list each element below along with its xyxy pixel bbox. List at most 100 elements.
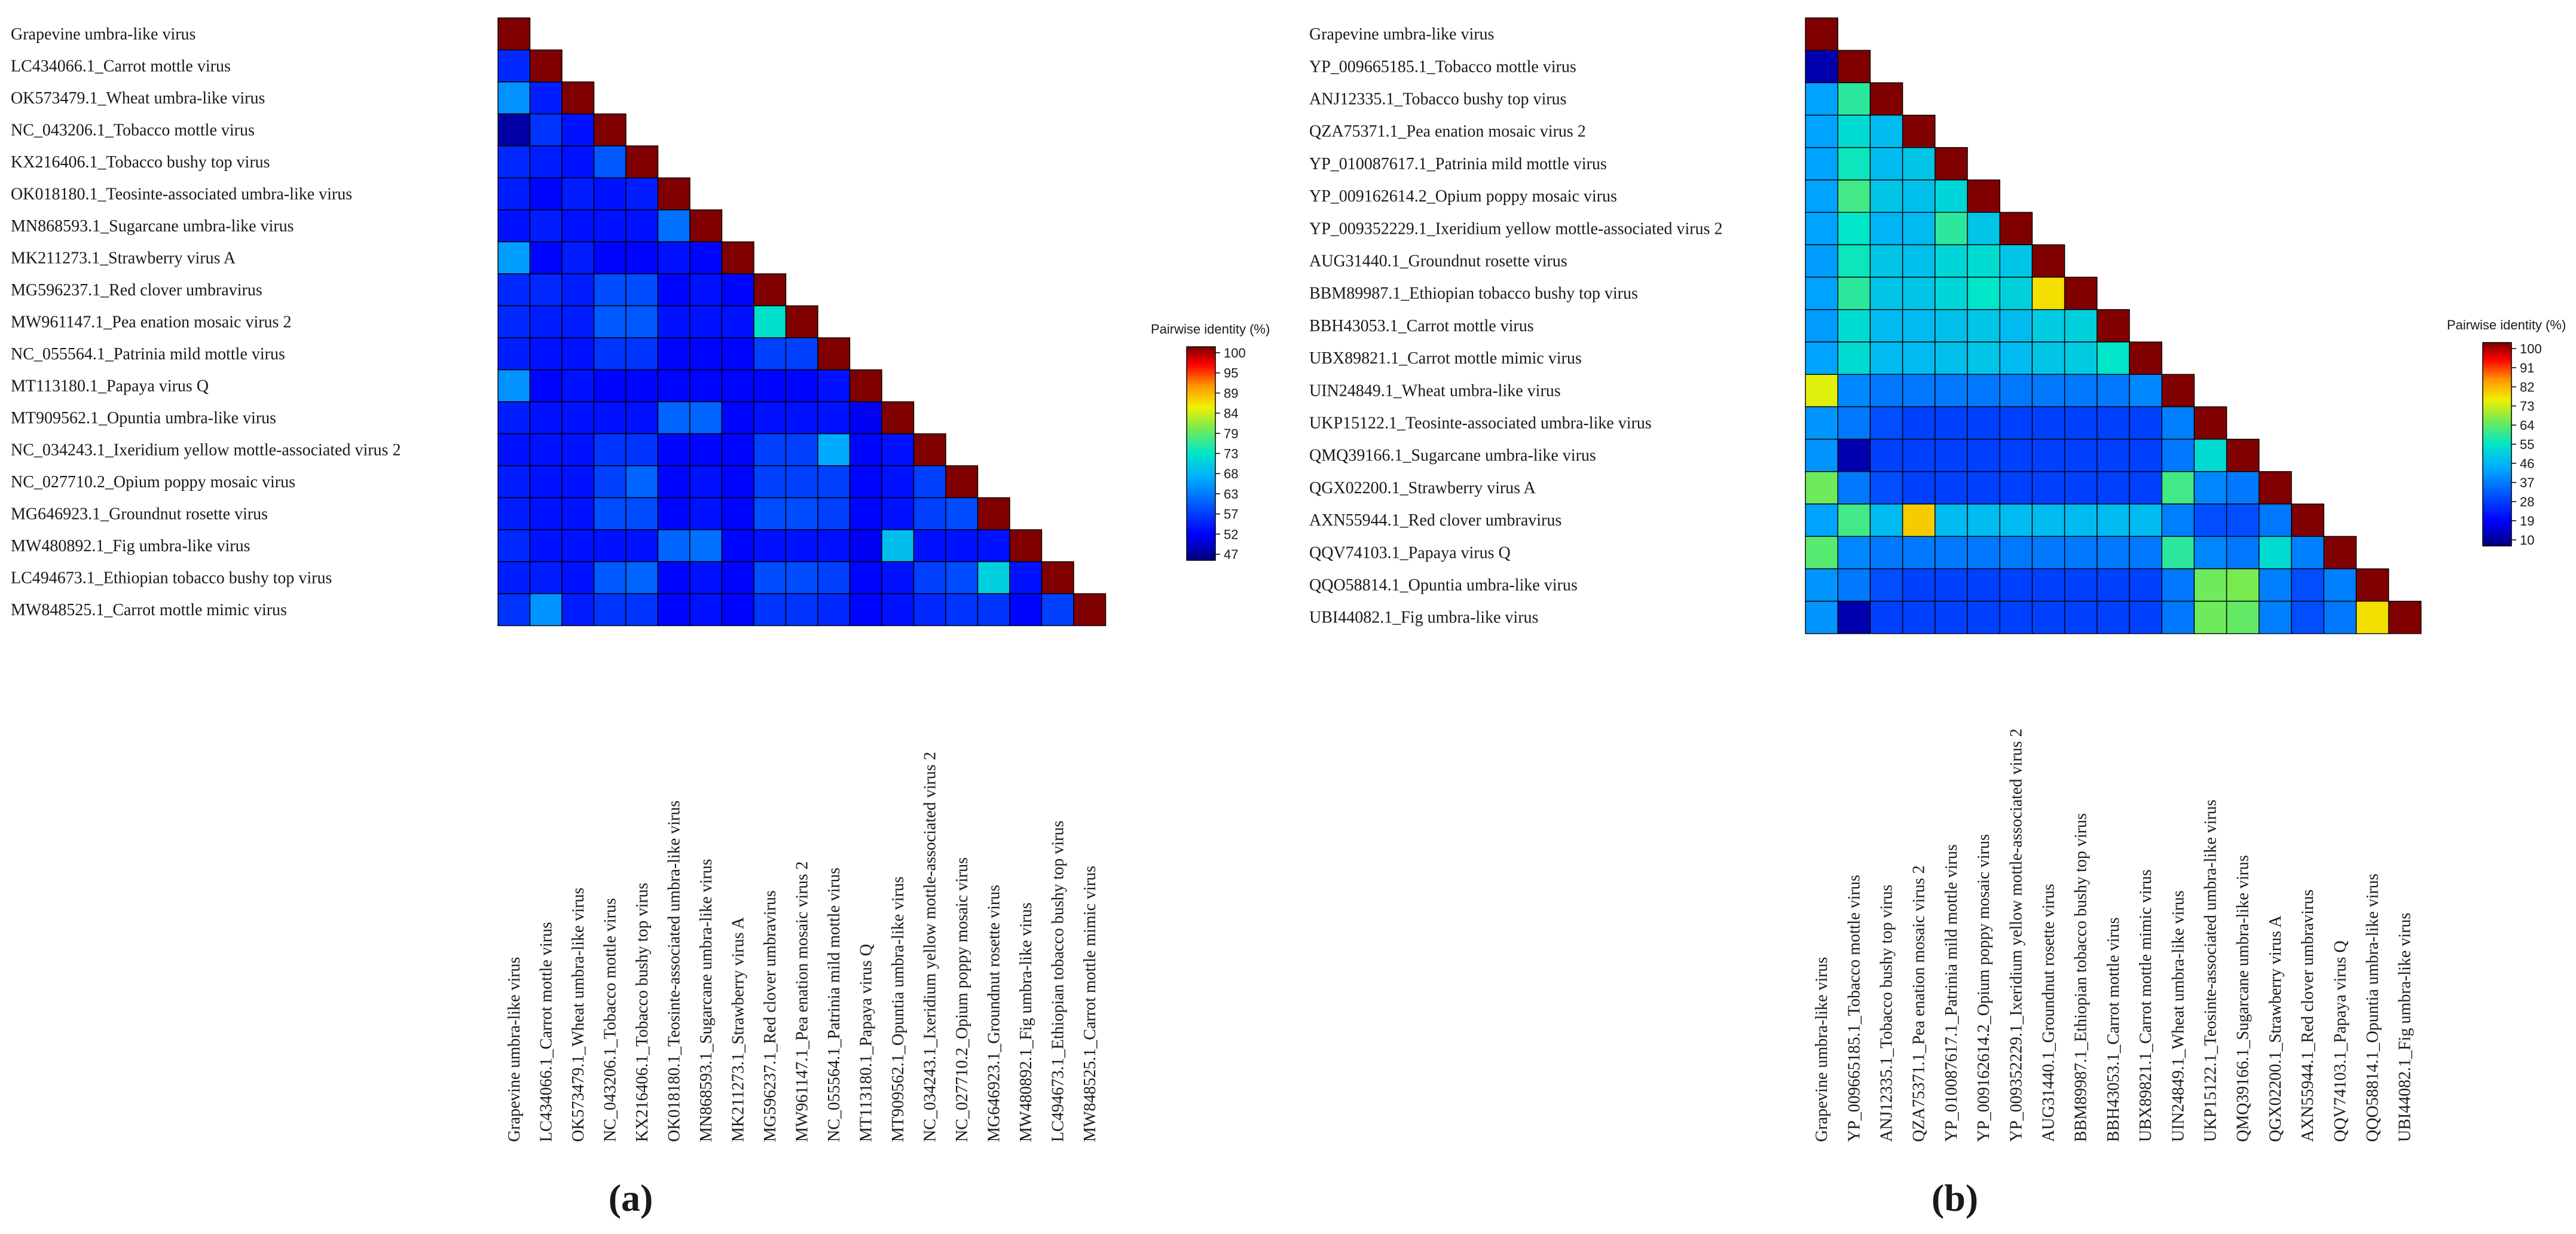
heatmap-cell-b-13-8	[2064, 438, 2098, 472]
heatmap-cell-b-14-7	[2031, 471, 2065, 505]
heatmap-cell-a-5-2	[561, 177, 595, 210]
legend-gradient-strip	[2483, 493, 2511, 496]
legend-gradient-strip	[2483, 518, 2511, 521]
heatmap-cell-a-6-0	[497, 209, 531, 243]
row-label-a-7: MK211273.1_Strawberry virus A	[11, 249, 236, 267]
heatmap-cell-a-6-1	[529, 209, 563, 243]
heatmap-cell-b-8-7	[2031, 276, 2065, 310]
heatmap-cell-a-16-12	[881, 529, 915, 563]
heatmap-cell-a-1-0	[497, 49, 531, 83]
legend-gradient-strip	[1187, 382, 1215, 385]
legend-tick-label-a-1: 95	[1224, 366, 1238, 381]
heatmap-cell-b-14-4	[1935, 471, 1968, 505]
heatmap-cell-a-15-6	[689, 497, 723, 530]
heatmap-cell-a-18-15	[977, 593, 1010, 627]
heatmap-cell-b-15-15	[2291, 503, 2324, 537]
legend-gradient-strip	[2483, 381, 2511, 384]
heatmap-cell-b-13-4	[1935, 438, 1968, 472]
legend-gradient-strip	[2483, 390, 2511, 392]
heatmap-cell-a-12-3	[593, 401, 627, 435]
legend-gradient-strip	[2483, 405, 2511, 408]
row-label-b-12: UKP15122.1_Teosinte-associated umbra-lik…	[1309, 414, 1652, 433]
legend-gradient-strip	[2483, 530, 2511, 533]
legend-gradient-strip	[2483, 395, 2511, 398]
legend-gradient-strip	[2483, 540, 2511, 543]
heatmap-cell-b-18-13	[2226, 600, 2260, 634]
legend-tick-label-a-9: 52	[1224, 527, 1238, 542]
row-label-a-9: MW961147.1_Pea enation mosaic virus 2	[11, 313, 291, 331]
legend-gradient-strip	[1187, 432, 1215, 435]
heatmap-cell-b-15-1	[1837, 503, 1871, 537]
heatmap-cell-b-14-10	[2129, 471, 2162, 505]
row-label-b-0: Grapevine umbra-like virus	[1309, 25, 1494, 44]
col-label-a-7: MK211273.1_Strawberry virus A	[729, 917, 747, 1142]
heatmap-cell-a-12-1	[529, 401, 563, 435]
heatmap-cell-a-4-4	[625, 145, 659, 179]
heatmap-cell-a-15-12	[881, 497, 915, 530]
legend-gradient-strip	[1187, 542, 1215, 545]
col-label-a-14: NC_027710.2_Opium poppy mosaic virus	[953, 857, 971, 1142]
legend-gradient-strip	[1187, 411, 1215, 413]
legend-gradient-strip	[1187, 430, 1215, 433]
heatmap-cell-b-15-10	[2129, 503, 2162, 537]
heatmap-cell-a-17-4	[625, 561, 659, 594]
heatmap-cell-a-13-11	[849, 433, 882, 466]
heatmap-cell-b-5-1	[1837, 179, 1871, 213]
legend-gradient-strip	[1187, 348, 1215, 351]
heatmap-cell-b-12-2	[1869, 406, 1903, 440]
legend-gradient-strip	[1187, 375, 1215, 378]
heatmap-cell-b-1-1	[1837, 50, 1871, 84]
heatmap-cell-a-12-0	[497, 401, 531, 435]
heatmap-cell-b-13-3	[1902, 438, 1936, 472]
heatmap-cell-a-4-3	[593, 145, 627, 179]
legend-gradient-strip	[2483, 420, 2511, 423]
heatmap-cell-a-11-10	[817, 369, 851, 402]
heatmap-cell-a-2-1	[529, 81, 563, 115]
heatmap-cell-b-12-0	[1805, 406, 1838, 440]
legend-gradient-strip	[1187, 551, 1215, 554]
legend-gradient-strip	[1187, 549, 1215, 552]
heatmap-cell-a-17-9	[785, 561, 818, 594]
heatmap-cell-a-7-6	[689, 241, 723, 274]
legend-gradient-strip	[2483, 353, 2511, 355]
legend-gradient-strip	[2483, 526, 2511, 528]
legend-gradient-strip	[2483, 471, 2511, 474]
legend-gradient-strip	[2483, 344, 2511, 347]
legend-gradient-strip	[2483, 432, 2511, 435]
legend-gradient-strip	[2483, 491, 2511, 494]
heatmap-cell-a-4-0	[497, 145, 531, 179]
legend-tick-label-a-5: 73	[1224, 447, 1238, 462]
legend-gradient-strip	[2483, 351, 2511, 353]
heatmap-cell-b-11-5	[1967, 374, 2000, 408]
legend-gradient-strip	[2483, 410, 2511, 413]
heatmap-cell-b-14-0	[1805, 471, 1838, 505]
heatmap-cell-b-17-15	[2291, 568, 2324, 602]
heatmap-cell-b-16-12	[2193, 536, 2227, 570]
heatmap-cell-b-18-3	[1902, 600, 1936, 634]
legend-gradient-strip	[2483, 383, 2511, 386]
heatmap-cell-a-9-1	[529, 305, 563, 338]
heatmap-cell-b-8-8	[2064, 276, 2098, 310]
legend-gradient-strip	[2483, 456, 2511, 459]
legend-gradient-strip	[1187, 537, 1215, 540]
legend-gradient-strip	[2483, 373, 2511, 375]
legend-gradient-strip	[1187, 469, 1215, 472]
legend-gradient-strip	[1187, 444, 1215, 447]
legend-gradient-strip	[2483, 366, 2511, 369]
heatmap-cell-a-14-9	[785, 465, 818, 499]
heatmap-cell-a-11-7	[721, 369, 754, 402]
heatmap-cell-b-11-7	[2031, 374, 2065, 408]
legend-gradient-strip	[1187, 489, 1215, 491]
heatmap-cell-a-16-15	[977, 529, 1010, 563]
heatmap-cell-b-16-8	[2064, 536, 2098, 570]
legend-gradient-strip	[2483, 437, 2511, 440]
heatmap-cell-a-17-5	[657, 561, 690, 594]
heatmap-cell-a-11-6	[689, 369, 723, 402]
heatmap-cell-a-18-16	[1009, 593, 1043, 627]
legend-gradient-strip	[2483, 508, 2511, 511]
heatmap-cell-b-5-2	[1869, 179, 1903, 213]
heatmap-cell-b-5-0	[1805, 179, 1838, 213]
legend-gradient-strip	[1187, 557, 1215, 559]
heatmap-cell-a-15-2	[561, 497, 595, 530]
legend-gradient-strip	[2483, 524, 2511, 526]
